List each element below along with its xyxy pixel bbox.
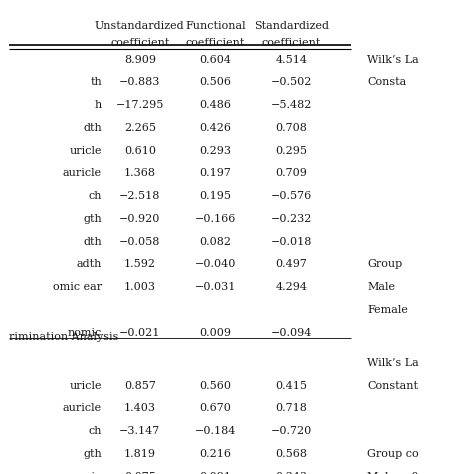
Text: coefficient: coefficient [186, 38, 246, 48]
Text: h: h [95, 100, 102, 110]
Text: nomic: nomic [67, 472, 102, 474]
Text: adth: adth [76, 259, 102, 269]
Text: 0.009: 0.009 [200, 328, 232, 337]
Text: 1.592: 1.592 [124, 259, 156, 269]
Text: coefficient: coefficient [110, 38, 170, 48]
Text: −0.184: −0.184 [195, 426, 237, 436]
Text: −0.166: −0.166 [195, 214, 237, 224]
Text: Group: Group [367, 259, 402, 269]
Text: 0.718: 0.718 [275, 403, 308, 413]
Text: gth: gth [83, 214, 102, 224]
Text: 1.003: 1.003 [124, 282, 156, 292]
Text: 0.506: 0.506 [200, 77, 232, 87]
Text: 0.091: 0.091 [200, 472, 232, 474]
Text: 0.293: 0.293 [200, 146, 232, 155]
Text: −0.502: −0.502 [271, 77, 312, 87]
Text: 0.195: 0.195 [200, 191, 232, 201]
Text: −0.058: −0.058 [119, 237, 161, 246]
Text: auricle: auricle [63, 403, 102, 413]
Text: Wilk’s La: Wilk’s La [367, 55, 419, 64]
Text: nomic: nomic [67, 328, 102, 337]
Text: −0.021: −0.021 [119, 328, 161, 337]
Text: 8.909: 8.909 [124, 55, 156, 64]
Text: 0.610: 0.610 [124, 146, 156, 155]
Text: 0.075: 0.075 [124, 472, 156, 474]
Text: gth: gth [83, 449, 102, 459]
Text: 0.857: 0.857 [124, 381, 156, 391]
Text: 0.670: 0.670 [200, 403, 232, 413]
Text: uricle: uricle [69, 146, 102, 155]
Text: 0.560: 0.560 [200, 381, 232, 391]
Text: Unstandardized: Unstandardized [95, 21, 185, 31]
Text: −0.031: −0.031 [195, 282, 237, 292]
Text: auricle: auricle [63, 168, 102, 178]
Text: −0.040: −0.040 [195, 259, 237, 269]
Text: −0.720: −0.720 [271, 426, 312, 436]
Text: −5.482: −5.482 [271, 100, 312, 110]
Text: 0.082: 0.082 [200, 237, 232, 246]
Text: Male: Male [367, 282, 395, 292]
Text: 0.568: 0.568 [275, 449, 308, 459]
Text: −0.018: −0.018 [271, 237, 312, 246]
Text: 0.709: 0.709 [275, 168, 308, 178]
Text: −17.295: −17.295 [116, 100, 164, 110]
Text: Female: Female [367, 305, 408, 315]
Text: 4.514: 4.514 [275, 55, 308, 64]
Text: th: th [90, 77, 102, 87]
Text: omic ear: omic ear [53, 282, 102, 292]
Text: Consta: Consta [367, 77, 407, 87]
Text: 0.426: 0.426 [200, 123, 232, 133]
Text: 0.486: 0.486 [200, 100, 232, 110]
Text: dth: dth [83, 237, 102, 246]
Text: Group co: Group co [367, 449, 419, 459]
Text: Constant: Constant [367, 381, 419, 391]
Text: Male = 0: Male = 0 [367, 472, 419, 474]
Text: 1.403: 1.403 [124, 403, 156, 413]
Text: 2.265: 2.265 [124, 123, 156, 133]
Text: 1.819: 1.819 [124, 449, 156, 459]
Text: coefficient: coefficient [262, 38, 321, 48]
Text: dth: dth [83, 123, 102, 133]
Text: ch: ch [89, 426, 102, 436]
Text: 0.497: 0.497 [275, 259, 308, 269]
Text: −0.920: −0.920 [119, 214, 161, 224]
Text: 0.708: 0.708 [275, 123, 308, 133]
Text: uricle: uricle [69, 381, 102, 391]
Text: Standardized: Standardized [254, 21, 329, 31]
Text: −0.094: −0.094 [271, 328, 312, 337]
Text: 4.294: 4.294 [275, 282, 308, 292]
Text: Functional: Functional [185, 21, 246, 31]
Text: −3.147: −3.147 [119, 426, 161, 436]
Text: −0.883: −0.883 [119, 77, 161, 87]
Text: 0.216: 0.216 [200, 449, 232, 459]
Text: ch: ch [89, 191, 102, 201]
Text: Wilk’s La: Wilk’s La [367, 358, 419, 368]
Text: rimination Analysis: rimination Analysis [9, 332, 119, 342]
Text: 0.415: 0.415 [275, 381, 308, 391]
Text: 1.368: 1.368 [124, 168, 156, 178]
Text: −0.576: −0.576 [271, 191, 312, 201]
Text: 0.295: 0.295 [275, 146, 308, 155]
Text: 0.343: 0.343 [275, 472, 308, 474]
Text: −0.232: −0.232 [271, 214, 312, 224]
Text: 0.197: 0.197 [200, 168, 232, 178]
Text: −2.518: −2.518 [119, 191, 161, 201]
Text: 0.604: 0.604 [200, 55, 232, 64]
